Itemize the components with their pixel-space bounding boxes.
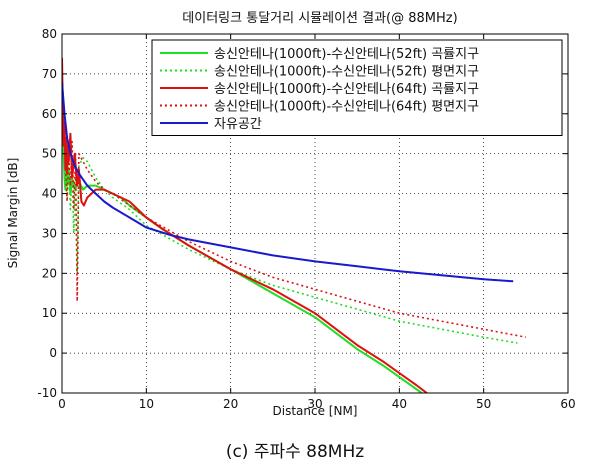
legend-label-1: 송신안테나(1000ft)-수신안테나(52ft) 곡률지구: [214, 47, 479, 62]
x-tick-label: 20: [223, 397, 238, 411]
legend-label-3: 송신안테나(1000ft)-수신안테나(64ft) 곡률지구: [214, 82, 479, 97]
y-tick-label: 50: [42, 147, 57, 161]
y-tick-label: 80: [42, 27, 57, 41]
x-axis-label: Distance [NM]: [273, 404, 358, 418]
chart-title: 데이터링크 통달거리 시뮬레이션 결과(@ 88MHz): [182, 11, 457, 26]
y-tick-label: 40: [42, 187, 57, 201]
legend-box: [151, 39, 563, 136]
y-tick-label: 30: [42, 226, 57, 240]
x-tick-label: 10: [139, 397, 154, 411]
series-line-4: [62, 73, 526, 338]
legend-label-2: 송신안테나(1000ft)-수신안테나(52ft) 평면지구: [214, 65, 479, 80]
y-tick-label: 20: [42, 266, 57, 280]
chart-figure: 데이터링크 통달거리 시뮬레이션 결과(@ 88MHz) 0 10 20 30 40 50…: [6, 11, 576, 418]
y-tick-label: 0: [49, 346, 57, 360]
series-line-2: [62, 89, 518, 344]
y-tick-label: 10: [42, 306, 57, 320]
y-axis-label: Signal Margin [dB]: [6, 158, 20, 269]
chart-legend: 송신안테나(1000ft)-수신안테나(52ft) 곡률지구송신안테나(1000…: [151, 39, 563, 136]
y-tick-label: 60: [42, 107, 57, 121]
series-line-3: [62, 57, 429, 393]
x-tick-label: 30: [307, 397, 322, 411]
y-tick-label: 70: [42, 67, 57, 81]
x-tick-label: 40: [392, 397, 407, 411]
legend-label-5: 자유공간: [214, 117, 262, 132]
series-line-5: [62, 81, 514, 283]
y-tick-label: -10: [37, 386, 57, 400]
legend-label-4: 송신안테나(1000ft)-수신안테나(64ft) 평면지구: [214, 100, 479, 115]
x-tick-label: 0: [58, 397, 66, 411]
x-tick-label: 60: [560, 397, 575, 411]
figure-caption: (c) 주파수 88MHz: [225, 442, 365, 462]
x-tick-label: 50: [476, 397, 491, 411]
